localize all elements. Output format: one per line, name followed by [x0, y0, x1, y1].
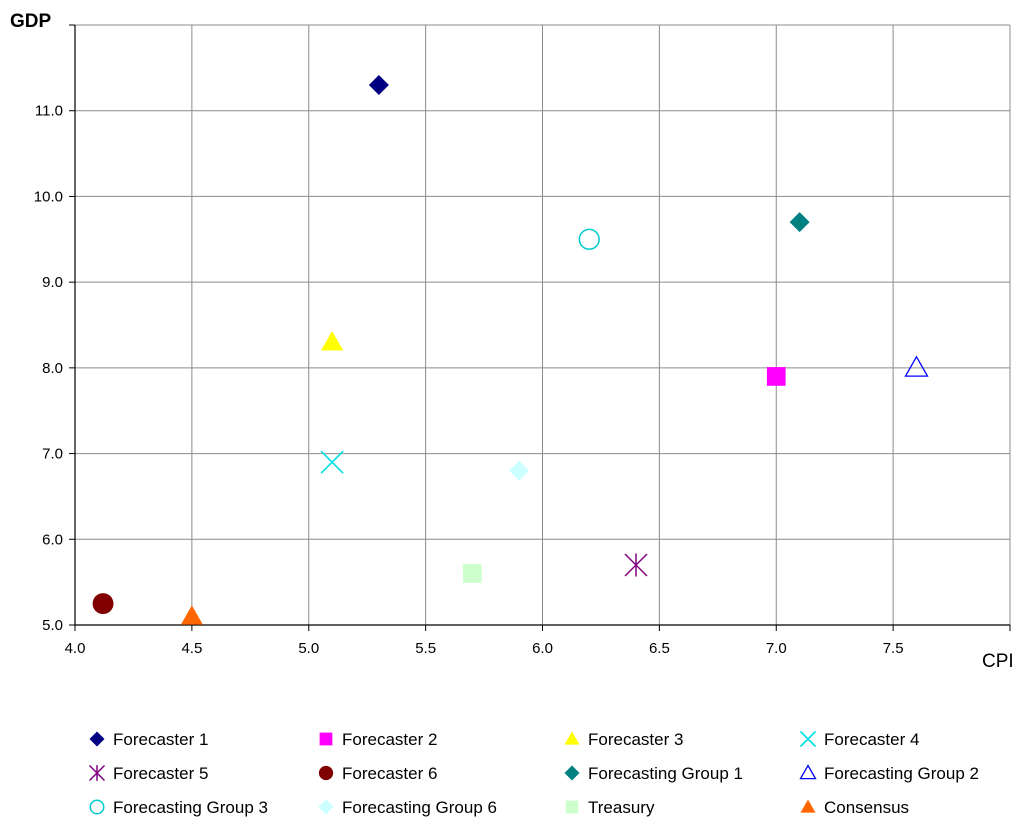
- legend-marker: [564, 731, 580, 745]
- legend-item: Forecasting Group 6: [318, 798, 497, 817]
- data-point: [320, 450, 344, 474]
- data-point: [578, 228, 600, 250]
- legend-label: Forecaster 3: [588, 730, 683, 749]
- data-point: [624, 553, 648, 577]
- data-point: [789, 212, 810, 233]
- legend-label: Forecaster 5: [113, 764, 208, 783]
- y-tick-label: 11.0: [35, 103, 63, 120]
- data-point: [368, 75, 389, 95]
- legend-item: Forecaster 5: [88, 764, 208, 783]
- legend-marker: [799, 730, 817, 748]
- x-tick-label: 7.5: [883, 640, 904, 657]
- legend-item: Treasury: [565, 798, 655, 817]
- legend-item: Forecaster 4: [799, 730, 919, 749]
- legend-label: Treasury: [588, 798, 655, 817]
- y-axis-title: GDP: [10, 11, 52, 32]
- data-point: [92, 593, 114, 615]
- data-point: [766, 367, 786, 386]
- data-point: [509, 460, 530, 481]
- x-tick-label: 6.5: [649, 640, 670, 657]
- legend-marker: [565, 800, 579, 814]
- legend-marker: [318, 765, 334, 781]
- axes: [69, 24, 1011, 631]
- legend-marker: [319, 732, 333, 746]
- y-tick-label: 8.0: [42, 360, 63, 377]
- data-point: [321, 331, 344, 351]
- legend-marker: [89, 799, 105, 815]
- legend-marker: [800, 799, 816, 813]
- legend-marker: [564, 765, 580, 781]
- legend-label: Forecaster 2: [342, 730, 437, 749]
- data-point: [180, 605, 203, 625]
- y-tick-label: 9.0: [42, 274, 63, 291]
- x-axis-title: CPI: [982, 651, 1014, 672]
- legend-label: Forecasting Group 2: [824, 764, 979, 783]
- legend-item: Forecasting Group 2: [799, 764, 979, 783]
- data-point: [463, 564, 482, 583]
- legend-item: Consensus: [800, 798, 909, 817]
- x-tick-label: 6.0: [532, 640, 553, 657]
- grid-lines: [75, 24, 1011, 625]
- legend-label: Consensus: [824, 798, 909, 817]
- data-point: [904, 355, 929, 377]
- legend-label: Forecasting Group 6: [342, 798, 497, 817]
- y-tick-label: 7.0: [42, 446, 63, 463]
- legend-marker: [799, 764, 817, 780]
- y-tick-label: 6.0: [42, 531, 63, 548]
- data-points: [92, 75, 929, 625]
- y-tick-label: 5.0: [42, 617, 63, 634]
- legend-marker: [318, 799, 334, 815]
- x-tick-label: 4.0: [65, 640, 86, 657]
- x-tick-label: 7.0: [766, 640, 787, 657]
- legend-item: Forecasting Group 3: [89, 798, 268, 817]
- x-tick-labels: 4.0 4.5 5.0 5.5 6.0 6.5 7.0 7.5: [65, 640, 904, 657]
- legend-label: Forecaster 6: [342, 764, 437, 783]
- legend-item: Forecaster 6: [318, 764, 437, 783]
- y-tick-labels: 5.0 6.0 7.0 8.0 9.0 10.0 11.0: [34, 103, 63, 634]
- x-tick-label: 4.5: [181, 640, 202, 657]
- legend-label: Forecasting Group 1: [588, 764, 743, 783]
- y-tick-label: 10.0: [34, 188, 63, 205]
- legend-item: Forecaster 1: [89, 730, 208, 749]
- legend-label: Forecaster 1: [113, 730, 208, 749]
- legend-marker: [89, 731, 105, 747]
- legend-item: Forecasting Group 1: [564, 764, 743, 783]
- x-tick-label: 5.0: [298, 640, 319, 657]
- x-tick-label: 5.5: [415, 640, 436, 657]
- legend-item: Forecaster 3: [564, 730, 683, 749]
- legend-label: Forecasting Group 3: [113, 798, 268, 817]
- legend-label: Forecaster 4: [824, 730, 919, 749]
- legend-item: Forecaster 2: [319, 730, 437, 749]
- legend: Forecaster 1 Forecaster 2 Forecaster 3 Fore…: [88, 730, 979, 817]
- legend-marker: [88, 764, 106, 782]
